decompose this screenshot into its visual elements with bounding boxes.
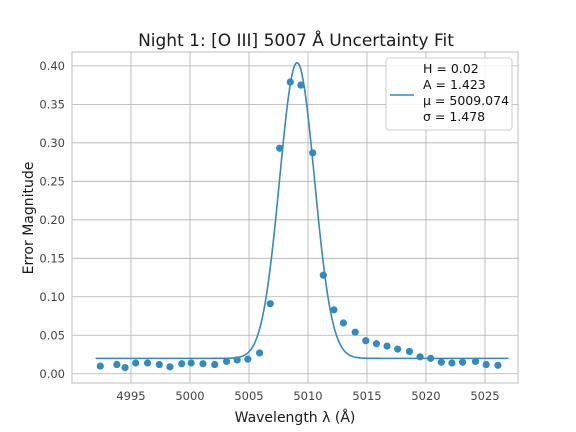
y-tick-label: 0.25	[39, 174, 65, 188]
data-point	[319, 271, 327, 279]
data-point	[394, 345, 402, 353]
data-point	[256, 349, 264, 357]
data-point	[166, 363, 174, 371]
data-point	[372, 340, 381, 348]
legend-box	[385, 57, 513, 131]
legend-line-sigma: σ = 1.478	[423, 109, 485, 124]
y-tick-label: 0.05	[39, 328, 65, 342]
y-tick-label: 0.10	[39, 290, 65, 304]
data-point	[458, 358, 467, 366]
data-point	[297, 81, 305, 89]
data-point	[155, 360, 163, 369]
data-point	[132, 359, 140, 367]
data-point	[362, 337, 370, 345]
x-tick-label: 5025	[470, 389, 499, 403]
x-tick-label: 5020	[411, 389, 440, 403]
data-point	[96, 362, 104, 370]
data-points	[96, 78, 502, 372]
x-tick-label: 5010	[293, 389, 322, 403]
data-point	[471, 357, 480, 366]
y-tick-label: 0.35	[39, 97, 65, 111]
data-point	[448, 359, 456, 367]
fit-curve	[95, 61, 509, 360]
data-point	[199, 360, 207, 368]
data-point	[143, 359, 152, 367]
legend-line-mu: μ = 5009.074	[423, 93, 509, 108]
x-axis-label: Wavelength λ (Å)	[235, 409, 356, 426]
y-tick-label: 0.20	[39, 213, 65, 227]
y-tick-labels: 0.00 0.05 0.10 0.15 0.20 0.25 0.30 0.35 0.40	[39, 59, 65, 381]
x-tick-label: 5015	[352, 389, 381, 403]
legend: H = 0.02 A = 1.423 μ = 5009.074 σ = 1.47…	[385, 57, 513, 131]
y-tick-label: 0.40	[39, 59, 65, 73]
data-point	[482, 360, 490, 369]
y-tick-label: 0.00	[39, 367, 65, 381]
legend-line-a: A = 1.423	[423, 77, 486, 92]
data-point	[113, 360, 121, 369]
data-point	[211, 360, 219, 369]
data-point	[266, 300, 274, 308]
x-tick-labels: 4995 5000 5005 5010 5015 5020 5025	[116, 389, 499, 403]
x-tick-label: 5000	[175, 389, 204, 403]
plot-frame	[71, 51, 519, 384]
data-point	[178, 360, 186, 368]
data-point	[222, 357, 231, 366]
data-point	[405, 347, 414, 356]
data-point	[351, 328, 359, 336]
y-axis-label: Error Magnitude	[21, 162, 37, 275]
data-point	[383, 342, 391, 350]
data-point	[233, 356, 241, 364]
data-point	[330, 306, 338, 314]
data-point	[339, 319, 347, 327]
data-point	[187, 359, 195, 367]
data-point	[427, 354, 435, 362]
y-tick-label: 0.15	[39, 251, 65, 265]
data-point	[437, 358, 445, 366]
y-tick-label: 0.30	[39, 136, 65, 150]
data-point	[494, 361, 502, 369]
data-point	[416, 353, 424, 361]
data-point	[276, 144, 284, 152]
legend-line-h: H = 0.02	[423, 61, 479, 76]
data-point	[244, 355, 252, 363]
data-point	[309, 149, 317, 157]
x-tick-label: 4995	[116, 389, 145, 403]
data-point	[121, 364, 129, 372]
chart-title: Night 1: [O III] 5007 Å Uncertainty Fit	[138, 29, 454, 51]
data-point	[286, 78, 294, 86]
x-tick-label: 5005	[234, 389, 263, 403]
